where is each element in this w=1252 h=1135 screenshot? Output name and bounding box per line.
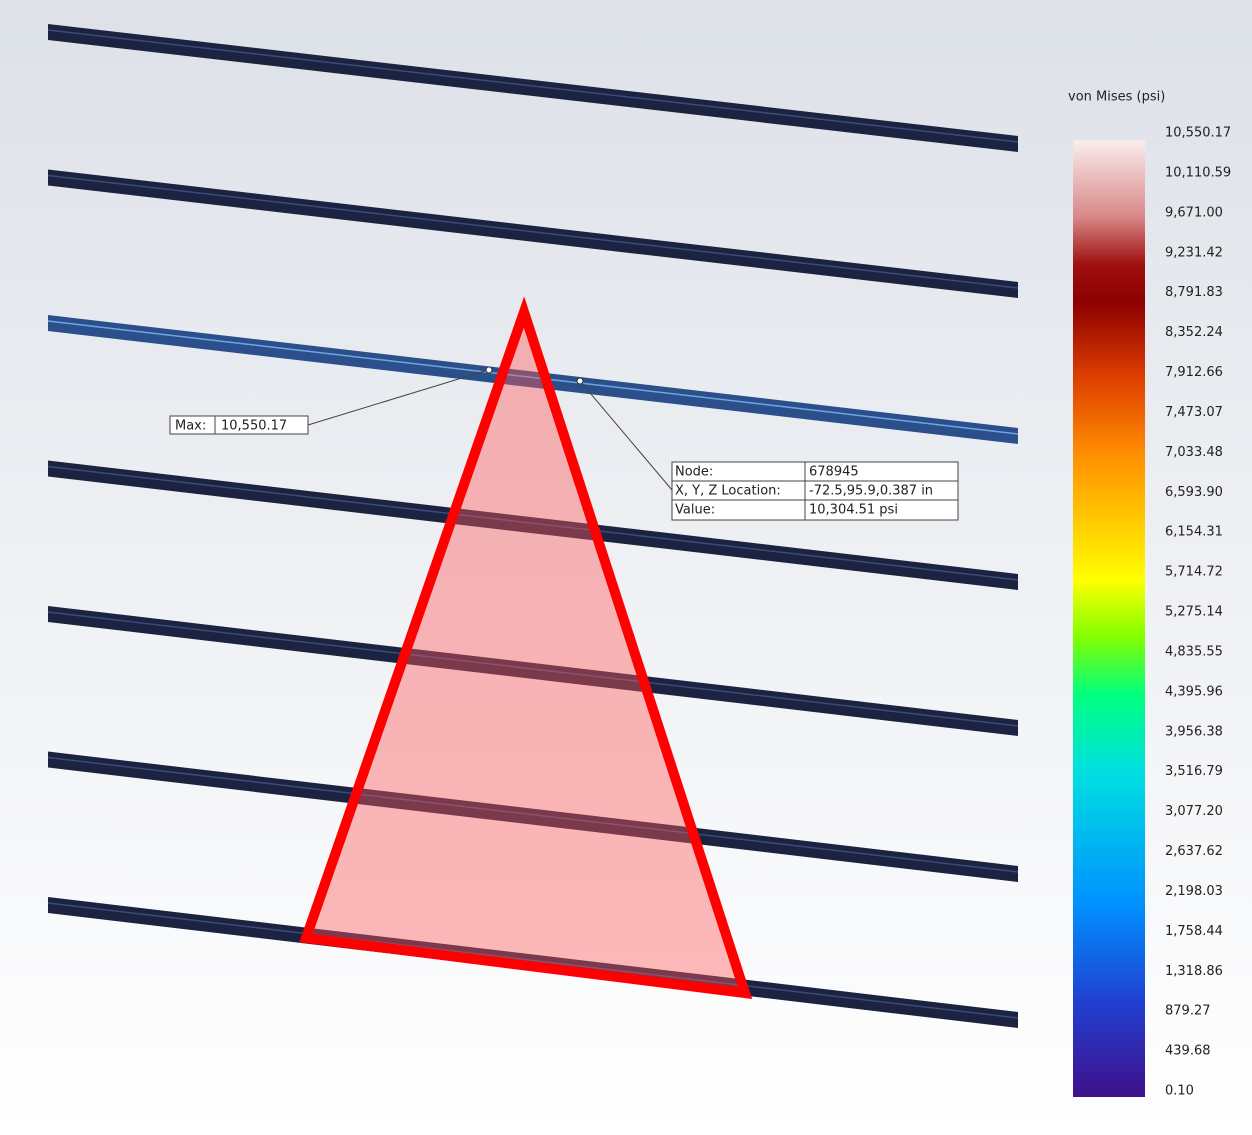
max-label: Max: bbox=[175, 419, 206, 434]
probe-label: Value: bbox=[675, 503, 715, 518]
legend-tick-label: 9,671.00 bbox=[1165, 205, 1223, 220]
legend-tick-label: 3,077.20 bbox=[1165, 804, 1223, 819]
probe-point bbox=[577, 378, 583, 384]
legend-tick-label: 10,110.59 bbox=[1165, 165, 1231, 180]
probe-point bbox=[486, 367, 492, 373]
legend-tick-label: 5,275.14 bbox=[1165, 605, 1223, 620]
legend-tick-label: 3,516.79 bbox=[1165, 764, 1223, 779]
legend-tick-label: 8,352.24 bbox=[1165, 325, 1223, 340]
legend-tick-label: 7,033.48 bbox=[1165, 445, 1223, 460]
legend-tick-label: 2,198.03 bbox=[1165, 884, 1223, 899]
probe-value: 678945 bbox=[809, 465, 859, 480]
probe-value: -72.5,95.9,0.387 in bbox=[809, 484, 933, 499]
legend-tick-label: 0.10 bbox=[1165, 1084, 1194, 1099]
legend-tick-label: 6,593.90 bbox=[1165, 485, 1223, 500]
legend-tick-label: 2,637.62 bbox=[1165, 844, 1223, 859]
legend-tick-label: 5,714.72 bbox=[1165, 565, 1223, 580]
legend-tick-label: 4,395.96 bbox=[1165, 684, 1223, 699]
page: {"legend": {"title": "von Mises (psi)", … bbox=[0, 0, 1252, 1135]
legend-tick-label: 9,231.42 bbox=[1165, 245, 1223, 260]
legend-tick-label: 439.68 bbox=[1165, 1044, 1211, 1059]
simulation-viewport: von Mises (psi) 10,550.17 10,110.59 9,671.… bbox=[0, 0, 1252, 1135]
legend-tick-label: 3,956.38 bbox=[1165, 724, 1223, 739]
legend-tick-label: 8,791.83 bbox=[1165, 285, 1223, 300]
probe-value: 10,304.51 psi bbox=[809, 503, 898, 518]
max-value: 10,550.17 bbox=[221, 419, 287, 434]
legend-tick-label: 7,473.07 bbox=[1165, 405, 1223, 420]
legend-tick-label: 1,758.44 bbox=[1165, 924, 1223, 939]
probe-label: X, Y, Z Location: bbox=[675, 484, 781, 499]
probe-box: Node: 678945 X, Y, Z Location: -72.5,95.9,0… bbox=[672, 462, 958, 520]
legend-tick-label: 4,835.55 bbox=[1165, 644, 1223, 659]
legend-tick-label: 6,154.31 bbox=[1165, 525, 1223, 540]
legend-tick-label: 10,550.17 bbox=[1165, 126, 1231, 141]
color-bar bbox=[1073, 140, 1145, 1097]
legend-tick-label: 879.27 bbox=[1165, 1004, 1211, 1019]
legend-tick-label: 1,318.86 bbox=[1165, 964, 1223, 979]
probe-label: Node: bbox=[675, 465, 713, 480]
legend-tick-label: 7,912.66 bbox=[1165, 365, 1223, 380]
legend-title: von Mises (psi) bbox=[1068, 90, 1165, 105]
